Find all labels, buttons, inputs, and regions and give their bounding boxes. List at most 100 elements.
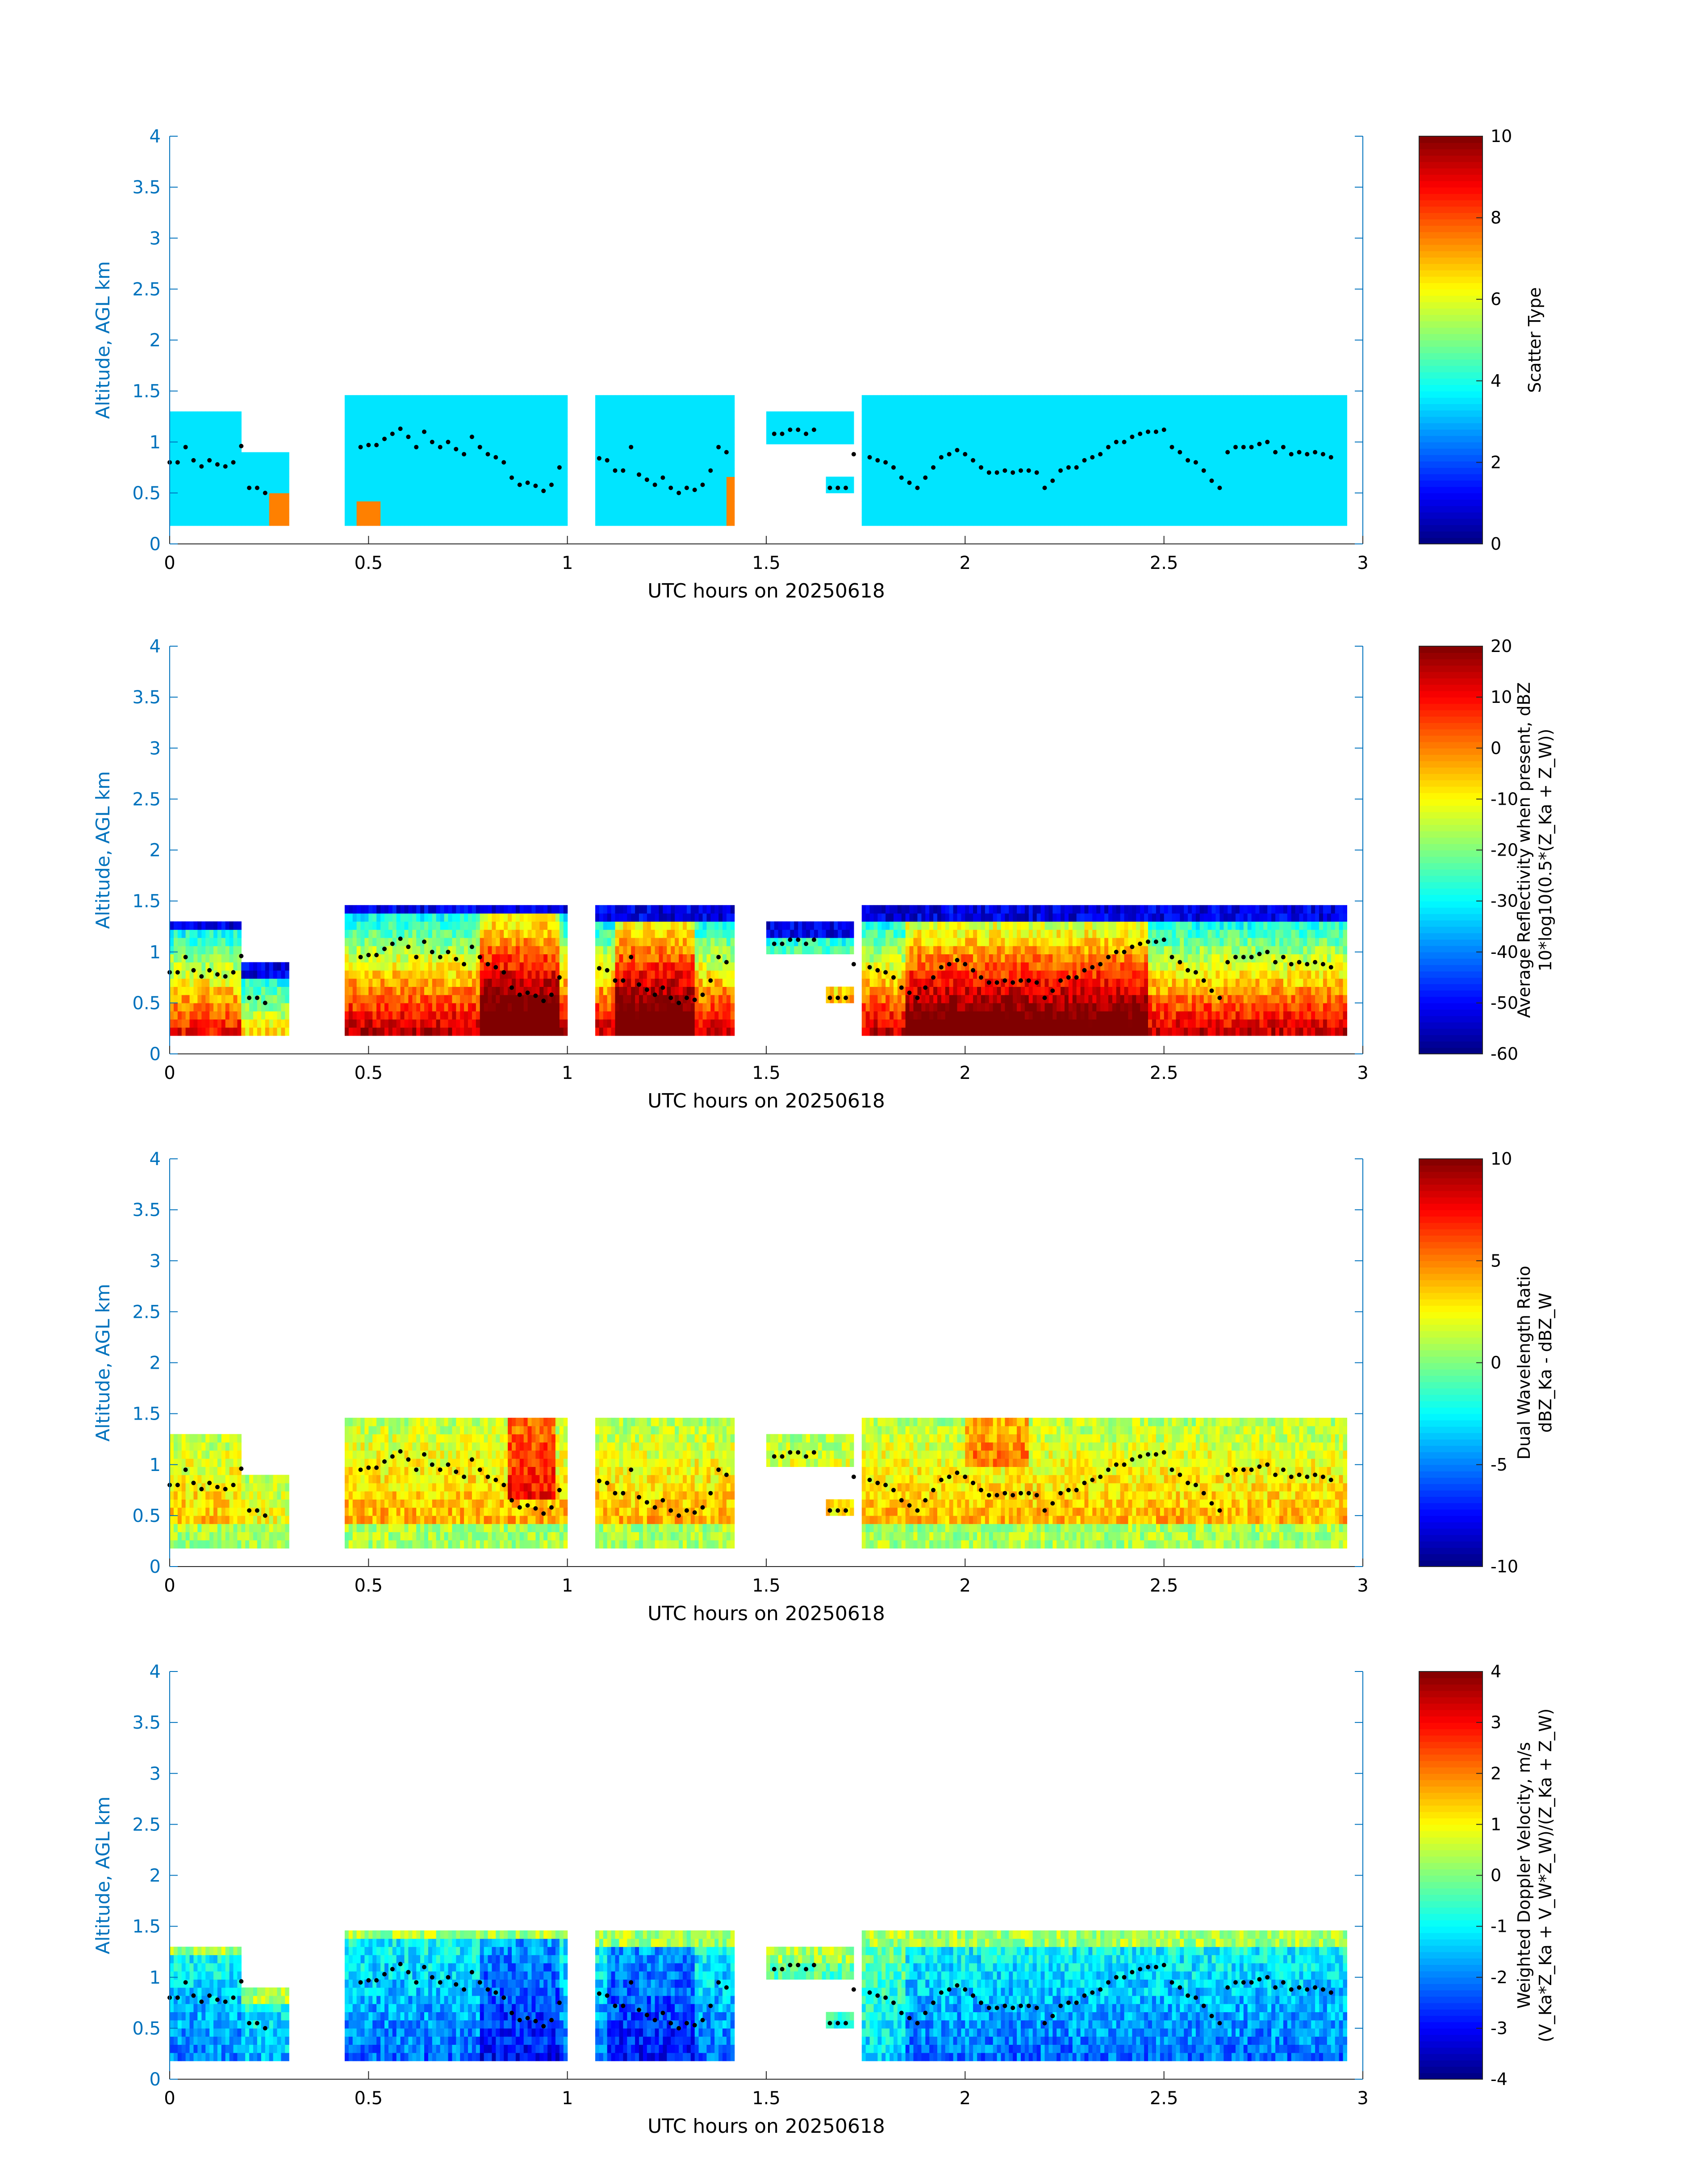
heatmap-cell <box>261 476 266 485</box>
heatmap-cell <box>838 436 842 444</box>
heatmap-cell <box>464 930 468 938</box>
heatmap-cell <box>1005 420 1009 428</box>
heatmap-cell <box>1160 493 1165 501</box>
heatmap-cell <box>345 905 349 914</box>
heatmap-cell <box>508 411 512 420</box>
heatmap-cell <box>989 485 994 493</box>
heatmap-cell <box>209 509 214 518</box>
heatmap-cell <box>265 518 270 526</box>
heatmap-cell <box>1172 403 1177 412</box>
heatmap-cell <box>357 1011 361 1020</box>
heatmap-cell <box>1104 420 1109 428</box>
heatmap-cell <box>1029 420 1033 428</box>
heatmap-cell <box>543 452 548 461</box>
heatmap-cell <box>384 1028 389 1036</box>
heatmap-cell <box>1259 403 1264 412</box>
heatmap-cell <box>380 428 385 436</box>
heatmap-cell <box>532 518 536 526</box>
heatmap-cell <box>472 509 476 518</box>
heatmap-cell <box>388 411 393 420</box>
heatmap-cell <box>535 460 540 469</box>
heatmap-cell <box>484 428 489 436</box>
heatmap-cell <box>388 460 393 469</box>
heatmap-cell <box>353 1028 357 1036</box>
heatmap-cell <box>794 420 798 428</box>
heatmap-cell <box>1073 452 1077 461</box>
heatmap-cell <box>253 460 258 469</box>
heatmap-cell <box>599 476 604 485</box>
heatmap-cell <box>1160 420 1165 428</box>
heatmap-cell <box>237 501 242 510</box>
heatmap-cell <box>468 452 472 461</box>
heatmap-cell <box>405 411 409 420</box>
heatmap-cell <box>921 411 926 420</box>
heatmap-cell <box>257 970 262 979</box>
heatmap-cell <box>357 1019 361 1028</box>
heatmap-cell <box>424 476 429 485</box>
heatmap-cell <box>1057 509 1061 518</box>
cloud-base-point <box>883 460 888 464</box>
heatmap-cell <box>186 995 190 1003</box>
heatmap-cell <box>989 403 994 412</box>
heatmap-cell <box>659 403 664 412</box>
heatmap-cell <box>432 411 437 420</box>
heatmap-cell <box>937 411 942 420</box>
heatmap-cell <box>182 485 186 493</box>
heatmap-cell <box>241 501 246 510</box>
heatmap-cell <box>269 1011 274 1020</box>
heatmap-cell <box>401 509 405 518</box>
heatmap-cell <box>1005 452 1009 461</box>
heatmap-cell <box>611 403 616 412</box>
heatmap-cell <box>945 493 950 501</box>
heatmap-cell <box>1124 501 1129 510</box>
heatmap-cell <box>393 1019 397 1028</box>
heatmap-cell <box>1232 509 1236 518</box>
heatmap-cell <box>234 501 238 510</box>
heatmap-cell <box>615 395 620 404</box>
heatmap-cell <box>1216 403 1220 412</box>
heatmap-cell <box>710 403 715 412</box>
heatmap-cell <box>714 501 719 510</box>
heatmap-cell <box>460 518 464 526</box>
colorbar-segment <box>1419 506 1482 512</box>
cloud-base-point <box>231 460 236 464</box>
heatmap-cell <box>285 1028 289 1036</box>
heatmap-cell <box>193 1019 198 1028</box>
heatmap-cell <box>205 1011 210 1020</box>
heatmap-cell <box>1037 452 1041 461</box>
heatmap-cell <box>1085 501 1089 510</box>
heatmap-cell <box>1017 485 1021 493</box>
heatmap-cell <box>496 420 500 428</box>
heatmap-cell <box>727 493 731 501</box>
heatmap-cell <box>643 411 647 420</box>
heatmap-cell <box>806 411 810 420</box>
heatmap-cell <box>643 420 647 428</box>
heatmap-cell <box>1335 501 1340 510</box>
cloud-base-point <box>1313 450 1317 455</box>
heatmap-cell <box>476 452 480 461</box>
heatmap-cell <box>520 452 524 461</box>
heatmap-cell <box>1196 436 1200 444</box>
heatmap-cell <box>1041 509 1045 518</box>
heatmap-cell <box>448 509 453 518</box>
heatmap-cell <box>1291 403 1296 412</box>
heatmap-cell <box>826 411 831 420</box>
heatmap-cell <box>456 460 460 469</box>
heatmap-cell <box>281 986 285 995</box>
heatmap-cell <box>1256 501 1260 510</box>
heatmap-cell <box>205 986 210 995</box>
heatmap-cell <box>1160 509 1165 518</box>
heatmap-cell <box>285 509 289 518</box>
heatmap-cell <box>384 1019 389 1028</box>
heatmap-cell <box>217 938 222 946</box>
heatmap-cell <box>1192 428 1196 436</box>
heatmap-cell <box>217 930 222 938</box>
colorbar-label: Scatter Type <box>1525 287 1545 393</box>
heatmap-cell <box>718 501 723 510</box>
heatmap-cell <box>1192 476 1196 485</box>
heatmap-cell <box>230 518 234 526</box>
heatmap-cell <box>691 493 695 501</box>
heatmap-cell <box>635 476 639 485</box>
heatmap-cell <box>599 460 604 469</box>
heatmap-cell <box>488 485 493 493</box>
